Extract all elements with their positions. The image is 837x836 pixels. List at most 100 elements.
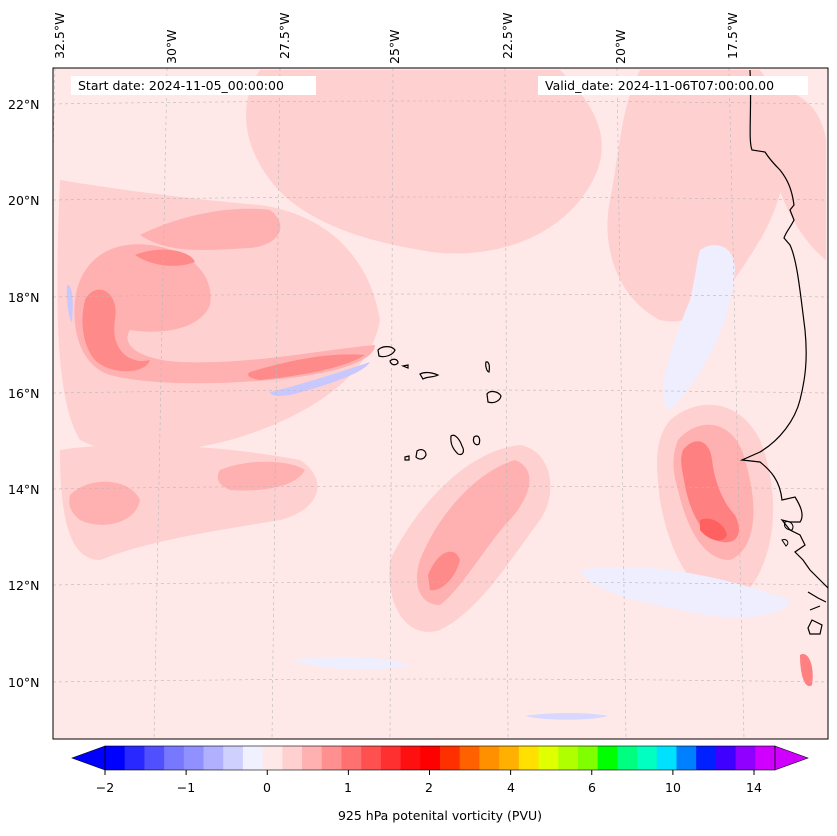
lat-label: 10°N	[8, 675, 40, 690]
coastline-bijagos	[781, 521, 794, 547]
pv-negative-bottom	[525, 713, 608, 720]
island-boa-vista	[486, 390, 502, 404]
colorbar-tick-label: 1	[344, 780, 352, 795]
start-date-bg	[71, 76, 316, 95]
valid-date-bg	[538, 76, 808, 95]
colorbar-cell	[755, 746, 776, 770]
colorbar-arrow-right	[774, 745, 809, 771]
lon-label: 17.5°W	[725, 12, 740, 59]
colorbar-cell	[144, 746, 165, 770]
lon-label: 25°W	[387, 29, 402, 64]
island-sao-vicente	[389, 358, 399, 366]
colorbar-tick-label: −2	[95, 780, 115, 795]
colorbar-cells	[105, 746, 776, 770]
colorbar-cell	[380, 746, 402, 770]
lon-label: 32.5°W	[52, 12, 67, 59]
pv-negative-south	[580, 566, 790, 618]
lon-label: 27.5°W	[277, 12, 292, 59]
colorbar-cell	[262, 746, 283, 770]
colorbar-title: 925 hPa potenital vorticity (PVU)	[337, 808, 543, 823]
lon-label: 22.5°W	[500, 12, 515, 59]
colorbar-tick-label: 10	[665, 780, 681, 795]
pv-field	[53, 68, 828, 739]
colorbar-cell	[479, 746, 500, 770]
pv-coast-max	[700, 518, 727, 541]
colorbar-cell	[676, 746, 697, 770]
colorbar-cell	[656, 746, 677, 770]
colorbar-cell	[203, 746, 224, 770]
colorbar-cell	[637, 746, 658, 770]
colorbar-cell	[282, 746, 303, 770]
pv-band-14N	[217, 461, 305, 491]
colorbar-cell	[558, 746, 579, 770]
plot-frame	[52, 67, 829, 740]
island-maio	[472, 435, 481, 446]
pv-coast-core	[681, 441, 739, 543]
colorbar-cell	[321, 746, 342, 770]
colorbar-cell	[440, 746, 461, 770]
colorbar-cell	[715, 746, 737, 770]
pv-region-north	[246, 70, 602, 254]
colorbar-cell	[341, 746, 362, 770]
island-santa-luzia	[400, 364, 409, 369]
island-sal	[485, 361, 490, 373]
pv-negative-west	[66, 284, 73, 322]
island-brava	[404, 455, 410, 461]
colorbar-tick-label: −1	[176, 780, 196, 795]
colorbar-cell	[223, 746, 244, 770]
island-santiago	[450, 434, 464, 456]
colorbar-cell	[538, 746, 559, 770]
colorbar-tick-label: 2	[425, 780, 433, 795]
lat-label: 12°N	[8, 578, 40, 593]
pv-region-east	[607, 70, 787, 322]
coastline-africa	[739, 69, 828, 589]
colorbar-outline	[104, 745, 776, 771]
lat-label: 18°N	[8, 290, 40, 305]
lat-label: 20°N	[8, 193, 40, 208]
lat-label: 22°N	[8, 97, 40, 112]
colorbar-cell	[242, 746, 264, 770]
pv-central-core	[428, 551, 460, 591]
valid-date-label: Valid_date: 2024-11-06T07:00:00.00	[545, 78, 775, 93]
colorbar-cell	[183, 746, 205, 770]
pv-band-17N-core	[248, 354, 365, 380]
pv-south-coast-max	[800, 654, 813, 687]
start-date-label: Start date: 2024-11-05_00:00:00	[78, 78, 284, 93]
graticule	[53, 68, 828, 739]
colorbar-arrow-left	[71, 745, 106, 771]
colorbar-ticks	[104, 770, 755, 775]
colorbar-cell	[577, 746, 599, 770]
colorbar-cell	[164, 746, 185, 770]
colorbar-cell	[420, 746, 441, 770]
lon-label: 20°W	[613, 29, 628, 64]
colorbar-cell	[617, 746, 638, 770]
colorbar-cell	[302, 746, 323, 770]
colorbar-cell	[124, 746, 145, 770]
colorbar-cell	[499, 746, 520, 770]
cape-verde-islands	[377, 346, 502, 461]
pv-region-far-north	[759, 89, 826, 260]
lat-label: 16°N	[8, 386, 40, 401]
colorbar	[71, 745, 809, 775]
colorbar-cell	[518, 746, 540, 770]
island-santo-antao	[377, 346, 396, 358]
colorbar-cell	[735, 746, 756, 770]
colorbar-cell	[400, 746, 421, 770]
colorbar-tick-label: 4	[507, 780, 515, 795]
pv-negative-center-south	[290, 656, 410, 670]
colorbar-tick-label: 14	[746, 780, 762, 795]
lon-label: 30°W	[164, 29, 179, 64]
colorbar-cell	[105, 746, 126, 770]
island-fogo	[415, 449, 427, 460]
colorbar-tick-label: 6	[588, 780, 596, 795]
colorbar-cell	[597, 746, 618, 770]
pv-loop-outer	[74, 244, 375, 384]
colorbar-tick-label: 0	[263, 780, 271, 795]
colorbar-cell	[696, 746, 717, 770]
island-sao-nicolau	[419, 371, 440, 380]
pv-band-north	[140, 208, 281, 251]
pv-loop-core	[82, 289, 150, 372]
colorbar-cell	[459, 746, 480, 770]
colorbar-cell	[361, 746, 382, 770]
